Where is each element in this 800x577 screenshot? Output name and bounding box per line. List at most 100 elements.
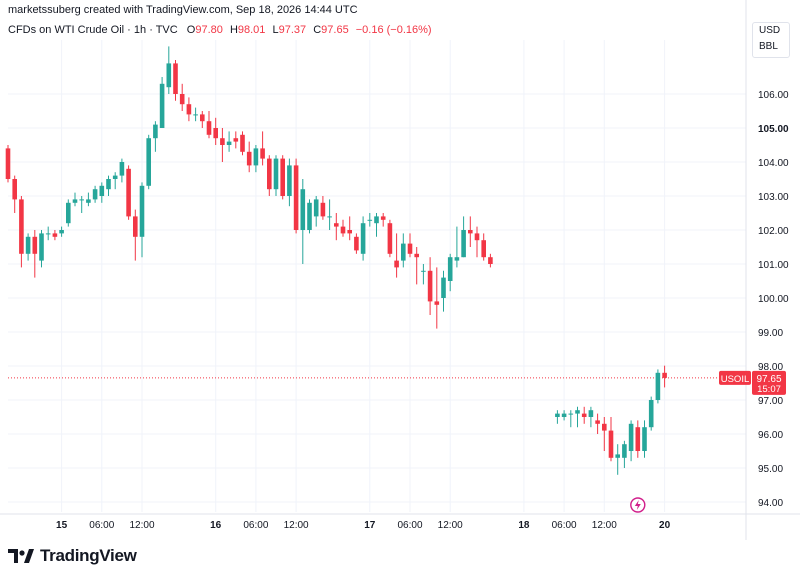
candle-body [648, 400, 654, 428]
candle-body [186, 104, 192, 115]
time-axis-label: 12:00 [592, 520, 617, 531]
candle-body [45, 233, 51, 235]
close-value: 97.65 [321, 24, 349, 36]
candle-body [153, 124, 158, 139]
currency-unit-box[interactable]: USD BBL [752, 22, 790, 58]
candle-body [441, 277, 446, 298]
price-chart[interactable]: 106.00 105.00 104.00 103.00 102.00 101.00 100.… [0, 0, 800, 540]
candle-body [287, 165, 292, 196]
price-axis-label: 105.00 [758, 124, 789, 135]
price-axis-label: 101.00 [758, 260, 789, 271]
time-axis-label: 06:00 [552, 520, 577, 531]
candle-body [655, 372, 661, 400]
candle-body [139, 185, 145, 237]
time-axis-label: 06:00 [397, 520, 422, 531]
candle-body [642, 427, 647, 451]
time-axis-label: 12:00 [129, 520, 154, 531]
candle-body [575, 410, 580, 414]
candle-body [615, 454, 620, 458]
candle-body [555, 413, 560, 417]
candle-body [447, 257, 453, 281]
candle-body [387, 223, 393, 254]
candle-body [427, 270, 433, 302]
candle-body [166, 63, 172, 88]
candle-body [481, 240, 486, 258]
time-axis-label: 16 [210, 520, 222, 531]
candle-body [92, 189, 98, 200]
candle-body [307, 202, 312, 230]
tradingview-footer[interactable]: TradingView [8, 544, 137, 568]
candle-body [173, 63, 178, 94]
candle-body [226, 141, 232, 145]
price-axis-label: 96.00 [758, 430, 783, 441]
time-axis-label: 12:00 [284, 520, 309, 531]
chart-credit: marketssuberg created with TradingView.c… [8, 4, 358, 16]
high-value: 98.01 [237, 24, 266, 36]
candle-body [488, 257, 493, 264]
candle-body [313, 199, 319, 217]
tradingview-brand: TradingView [40, 546, 137, 565]
candle-body [662, 372, 667, 378]
candle-body [260, 148, 265, 159]
candle-body [5, 148, 11, 179]
candle-body [86, 199, 91, 203]
candle-body [407, 243, 413, 254]
candle-body [327, 216, 332, 218]
candle-body [220, 138, 225, 145]
candle-body [401, 243, 406, 261]
price-axis-label: 103.00 [758, 192, 789, 203]
low-value: 97.37 [278, 24, 307, 36]
symbol-tag [719, 370, 751, 385]
candle-body [561, 413, 567, 417]
candle-body [146, 138, 151, 186]
candle-body [334, 223, 339, 227]
time-axis-label: 06:00 [89, 520, 114, 531]
candle-body [628, 423, 634, 451]
candle-body [347, 230, 352, 234]
candle-body [233, 138, 239, 142]
candle-body [340, 226, 346, 234]
candle-body [159, 83, 165, 128]
candle-body [66, 202, 71, 224]
candle-body [454, 257, 460, 261]
last-price-value: 97.65 [756, 374, 781, 385]
candle-body [253, 148, 259, 166]
candle-body [206, 121, 212, 135]
lightning-icon [634, 500, 641, 510]
tradingview-logo-icon [8, 549, 34, 563]
candle-body [133, 216, 138, 237]
candle-body [394, 260, 399, 268]
candle-body [32, 236, 38, 254]
time-axis-label: 15 [56, 520, 68, 531]
price-axis-label: 106.00 [758, 90, 789, 101]
candle-body [374, 216, 379, 224]
symbol-tag-label: USOIL [721, 374, 750, 385]
time-axis-label: 20 [659, 520, 671, 531]
candle-body [179, 94, 185, 105]
price-axis-label: 98.00 [758, 362, 783, 373]
candle-body [112, 175, 118, 179]
high-label: H [229, 24, 238, 36]
candle-body [52, 233, 58, 237]
time-axis-label: 18 [518, 520, 530, 531]
close-label: C [313, 24, 322, 36]
candle-body [602, 423, 607, 431]
currency-label: USD [759, 25, 781, 36]
bar-countdown: 15:07 [757, 384, 781, 395]
candle-body [99, 185, 105, 196]
candle-body [568, 413, 574, 415]
candle-body [25, 236, 31, 254]
candle-body [581, 413, 587, 417]
candle-body [12, 179, 17, 200]
symbol-name[interactable]: CFDs on WTI Crude Oil · 1h · TVC [8, 24, 178, 36]
candle-body [635, 427, 641, 451]
candle-body [474, 233, 480, 241]
candle-body [193, 114, 198, 116]
low-label: L [272, 24, 279, 36]
candle-body [19, 199, 24, 254]
price-axis-label: 99.00 [758, 328, 783, 339]
symbol-legend: CFDs on WTI Crude Oil · 1h · TVC O97.80 … [8, 24, 432, 36]
candle-body [622, 444, 627, 458]
candle-body [59, 230, 64, 234]
candle-body [608, 430, 614, 458]
